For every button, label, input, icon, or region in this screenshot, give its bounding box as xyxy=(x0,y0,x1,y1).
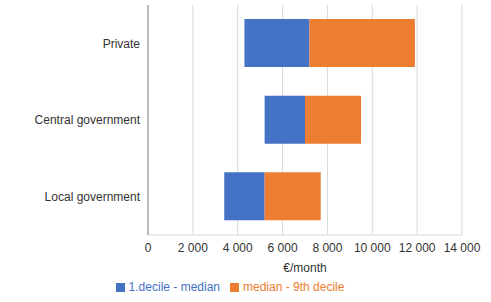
svg-text:10 000: 10 000 xyxy=(354,241,391,255)
svg-text:6 000: 6 000 xyxy=(268,241,298,255)
html-text:1.decile - median: 1.decile - median xyxy=(128,280,220,294)
svg-text:Central government: Central government xyxy=(35,113,141,127)
svg-text:8 000: 8 000 xyxy=(312,241,342,255)
svg-text:Private: Private xyxy=(103,37,141,51)
svg-text:2 000: 2 000 xyxy=(178,241,208,255)
svg-text:12 000: 12 000 xyxy=(399,241,436,255)
svg-text:€/month: €/month xyxy=(283,261,326,275)
svg-text:0: 0 xyxy=(145,241,152,255)
svg-text:Local government: Local government xyxy=(45,190,141,204)
html-text:median - 9th decile: median - 9th decile xyxy=(243,280,345,294)
svg-text:4 000: 4 000 xyxy=(223,241,253,255)
svg-text:14 000: 14 000 xyxy=(444,241,481,255)
